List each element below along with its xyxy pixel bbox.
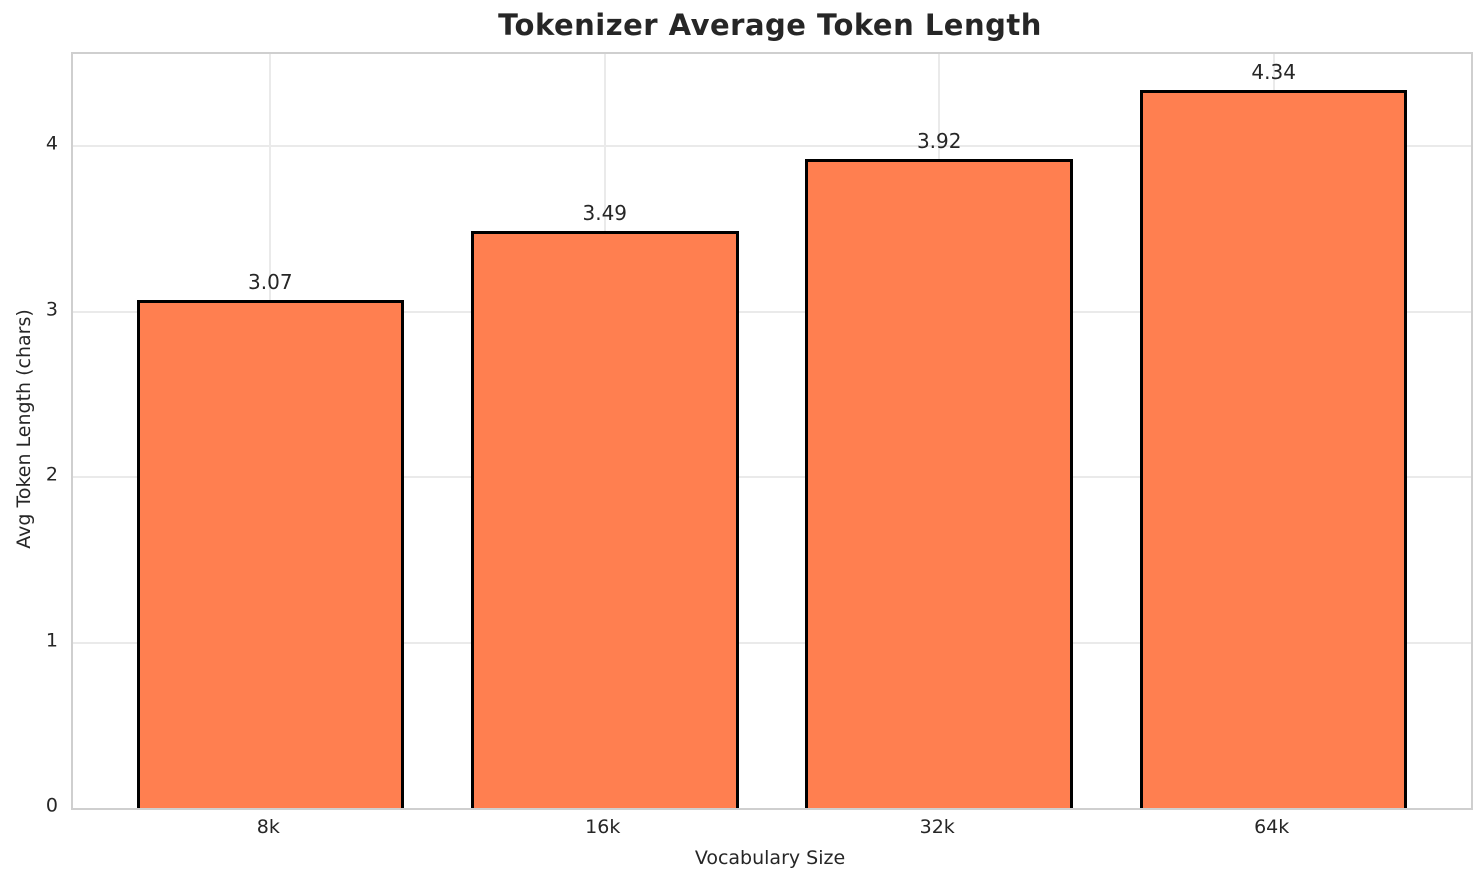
x-tick-label: 8k: [256, 816, 280, 838]
y-tick-label: 0: [45, 794, 58, 817]
h-gridline: [73, 310, 1471, 313]
bar-8k: [136, 300, 405, 808]
h-gridline: [73, 641, 1471, 644]
bar-value-label: 3.49: [582, 200, 628, 225]
x-tick-label: 16k: [585, 816, 621, 838]
h-gridline: [73, 145, 1471, 148]
bar-value-label: 3.92: [916, 129, 962, 154]
y-tick-labels: 0 1 2 3 4: [0, 52, 58, 815]
bar-32k: [805, 159, 1073, 808]
y-tick-label: 3: [45, 298, 58, 321]
plot-area: 3.07 3.49 3.92 4.34: [71, 52, 1473, 810]
y-tick-label: 4: [45, 132, 58, 155]
x-tick-labels: 8k 16k 32k 64k: [71, 816, 1469, 842]
bar-64k: [1139, 89, 1408, 808]
x-tick-label: 64k: [1254, 816, 1290, 838]
h-gridline: [73, 476, 1471, 479]
x-axis-label: Vocabulary Size: [694, 847, 846, 869]
bar-value-label: 3.07: [248, 270, 293, 295]
bar-16k: [470, 230, 739, 808]
bar-value-label: 4.34: [1251, 59, 1296, 84]
x-tick-label: 32k: [919, 816, 955, 838]
y-tick-label: 2: [45, 463, 58, 486]
chart-title: Tokenizer Average Token Length: [498, 8, 1042, 42]
y-tick-label: 1: [45, 629, 58, 652]
